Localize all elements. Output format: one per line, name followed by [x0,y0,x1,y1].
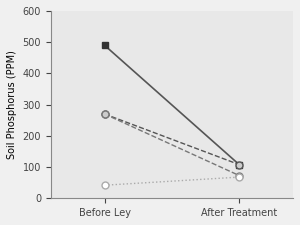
Y-axis label: Soil Phosphorus (PPM): Soil Phosphorus (PPM) [7,50,17,159]
